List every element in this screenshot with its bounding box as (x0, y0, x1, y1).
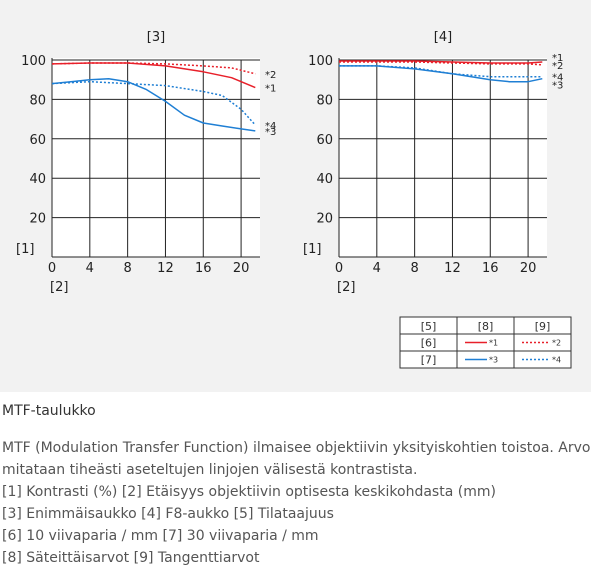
y-tick-label: 100 (21, 54, 46, 69)
y-tick-label: 40 (29, 172, 46, 187)
x-axis-label: [2] (337, 280, 355, 295)
caption-line: MTF (Modulation Transfer Function) ilmai… (2, 440, 591, 456)
caption-title: MTF-taulukko (2, 403, 96, 419)
plot-area (339, 58, 547, 257)
legend-header: [5] (421, 320, 437, 333)
x-tick-label: 16 (482, 261, 499, 276)
series-line-star2 (51, 62, 256, 75)
x-tick-label: 20 (520, 261, 537, 276)
caption-line: [3] Enimmäisaukko [4] F8-aukko [5] Tilat… (2, 506, 334, 522)
y-tick-label: 60 (316, 133, 333, 148)
caption-line: [8] Säteittäisarvot [9] Tangenttiarvot (2, 550, 260, 566)
y-axis-label: [1] (16, 242, 34, 257)
panel-label: [3] (147, 30, 165, 45)
series-label: *1 (552, 53, 563, 64)
series-label: *4 (552, 73, 563, 84)
x-tick-label: 8 (123, 261, 131, 276)
caption-text: MTF (Modulation Transfer Function) ilmai… (2, 437, 590, 569)
legend-header: [9] (535, 320, 551, 333)
series-label: *3 (265, 127, 276, 138)
legend-row-label: [7] (421, 354, 437, 367)
y-tick-label: 80 (316, 93, 333, 108)
series-label: *4 (265, 121, 276, 132)
x-tick-label: 4 (86, 261, 94, 276)
caption-line: mitataan tiheästi aseteltujen linjojen v… (2, 462, 418, 478)
y-axis-label: [1] (303, 242, 321, 257)
x-tick-label: 0 (335, 261, 343, 276)
series-line-star4 (51, 80, 256, 126)
x-tick-label: 0 (48, 261, 56, 276)
x-tick-label: 12 (444, 261, 461, 276)
series-label: *1 (265, 84, 276, 95)
mtf-chart-panel: 20 40 60 80 100 0 4 8 12 16 20 [3] [1] [2] *2 *1 *4 *3 20 4… (0, 0, 591, 392)
panel-label: [4] (434, 30, 452, 45)
x-axis-label: [2] (50, 280, 68, 295)
y-tick-label: 60 (29, 133, 46, 148)
legend-header: [8] (478, 320, 494, 333)
series-label: *2 (552, 61, 563, 72)
y-tick-label: 20 (316, 212, 333, 227)
x-tick-label: 8 (410, 261, 418, 276)
x-tick-label: 4 (373, 261, 381, 276)
legend-swatch-label: *3 (489, 356, 498, 365)
caption-line: [1] Kontrasti (%) [2] Etäisyys objektiiv… (2, 484, 496, 500)
legend-row-label: [6] (421, 337, 437, 350)
series-line-star2 (339, 61, 543, 66)
y-tick-label: 20 (29, 212, 46, 227)
series-line-star4 (339, 65, 543, 78)
legend-swatch-label: *2 (552, 339, 561, 348)
y-tick-label: 80 (29, 93, 46, 108)
y-tick-label: 40 (316, 172, 333, 187)
y-tick-label: 100 (308, 54, 333, 69)
x-tick-label: 12 (157, 261, 174, 276)
series-line-star1 (339, 60, 543, 64)
series-label: *3 (552, 81, 563, 92)
legend-swatch-label: *4 (552, 356, 561, 365)
series-label: *2 (265, 70, 276, 81)
x-tick-label: 20 (233, 261, 250, 276)
caption-line: [6] 10 viivaparia / mm [7] 30 viivaparia… (2, 528, 319, 544)
plot-area (52, 58, 260, 257)
series-line-star3 (51, 77, 256, 132)
legend-swatch-label: *1 (489, 339, 498, 348)
x-tick-label: 16 (195, 261, 212, 276)
